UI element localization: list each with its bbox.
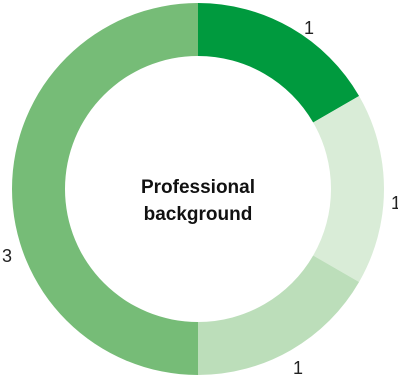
- slice-label-3: 1: [293, 358, 303, 378]
- slice-label-2: 1: [391, 193, 398, 213]
- slice-labels: 1 1 1 3: [2, 18, 398, 378]
- donut-slice-2: [313, 96, 384, 282]
- center-title-line-1: Professional: [141, 177, 255, 198]
- donut-slice-3: [198, 255, 360, 375]
- slice-label-4: 3: [2, 246, 12, 266]
- donut-slice-4: [12, 3, 198, 375]
- donut-slices: [12, 3, 384, 375]
- center-title-line-2: background: [144, 204, 253, 225]
- slice-label-1: 1: [304, 18, 314, 38]
- donut-slice-1: [198, 3, 360, 123]
